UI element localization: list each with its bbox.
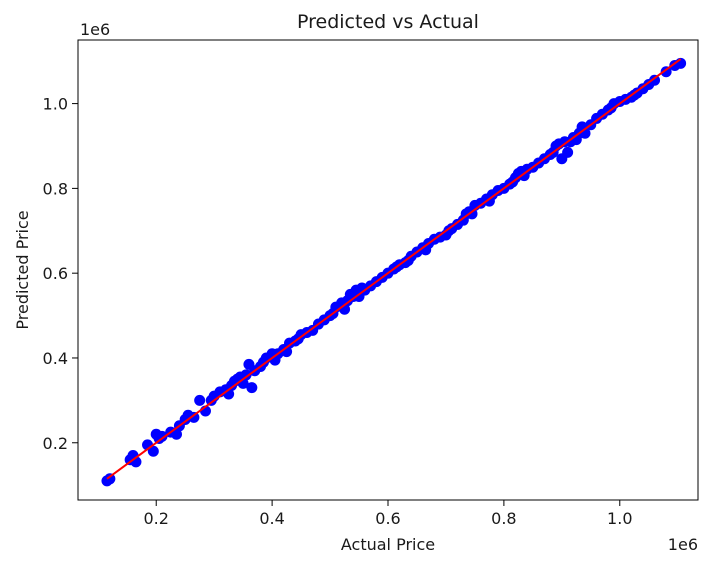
y-tick-label: 0.8 xyxy=(43,179,68,198)
y-tick-label: 0.2 xyxy=(43,434,68,453)
x-axis-label: Actual Price xyxy=(341,535,435,554)
data-point xyxy=(156,430,168,442)
data-point xyxy=(240,369,252,381)
data-point xyxy=(188,411,200,423)
data-point xyxy=(466,208,478,220)
x-offset-label: 1e6 xyxy=(668,535,698,554)
x-tick-label: 0.6 xyxy=(375,509,400,528)
data-point xyxy=(246,382,258,394)
reference-line xyxy=(106,58,682,480)
y-tick-label: 0.6 xyxy=(43,264,68,283)
data-point xyxy=(660,66,672,78)
data-point xyxy=(194,394,206,406)
y-tick-label: 1.0 xyxy=(43,95,68,114)
y-offset-label: 1e6 xyxy=(80,20,110,39)
plot-layer: 0.2 0.4 0.6 0.8 1.0 0.2 0.4 0.6 0.8 1.0 xyxy=(43,39,699,528)
y-tick-label: 0.4 xyxy=(43,349,68,368)
y-axis-label: Predicted Price xyxy=(13,210,32,329)
x-tick-label: 0.8 xyxy=(491,509,516,528)
x-tick-label: 0.4 xyxy=(259,509,284,528)
x-tick-label: 1.0 xyxy=(607,509,632,528)
data-point xyxy=(562,146,574,158)
data-point xyxy=(649,74,661,86)
data-point xyxy=(171,428,183,440)
data-point xyxy=(147,445,159,457)
x-tick-label: 0.2 xyxy=(143,509,168,528)
chart-title: Predicted vs Actual xyxy=(297,11,479,33)
data-point xyxy=(104,473,116,485)
